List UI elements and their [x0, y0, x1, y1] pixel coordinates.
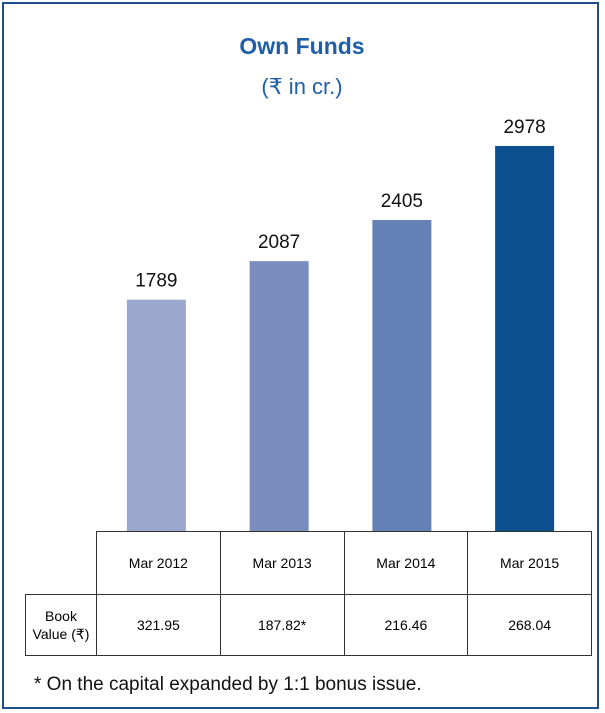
book-value-cell: 268.04 [467, 594, 592, 656]
bar [249, 261, 309, 531]
value-label: 2405 [381, 191, 423, 212]
value-label: 2978 [503, 117, 545, 138]
blank-cell [26, 532, 97, 595]
chart-title: Own Funds [239, 33, 364, 59]
book-value-cell: 321.95 [96, 594, 221, 656]
book-value-cell: 187.82* [219, 594, 345, 656]
category-cell: Mar 2012 [96, 531, 221, 595]
bar [126, 299, 186, 531]
value-label: 1789 [135, 271, 177, 292]
book-value-cell: 216.46 [343, 594, 469, 656]
chart-subtitle: (₹ in cr.) [261, 74, 342, 99]
frame [2, 2, 599, 709]
bar [495, 145, 555, 532]
data-table: Mar 2012 Mar 2013 Mar 2014 Mar 2015 Book Va… [25, 531, 592, 656]
footnote: * On the capital expanded by 1:1 bonus i… [34, 674, 422, 695]
category-cell: Mar 2013 [219, 531, 345, 595]
value-label: 2087 [258, 232, 300, 253]
row-label: Book Value (₹) [25, 594, 97, 656]
category-cell: Mar 2014 [343, 531, 469, 595]
bar [372, 220, 432, 531]
category-cell: Mar 2015 [467, 531, 592, 595]
